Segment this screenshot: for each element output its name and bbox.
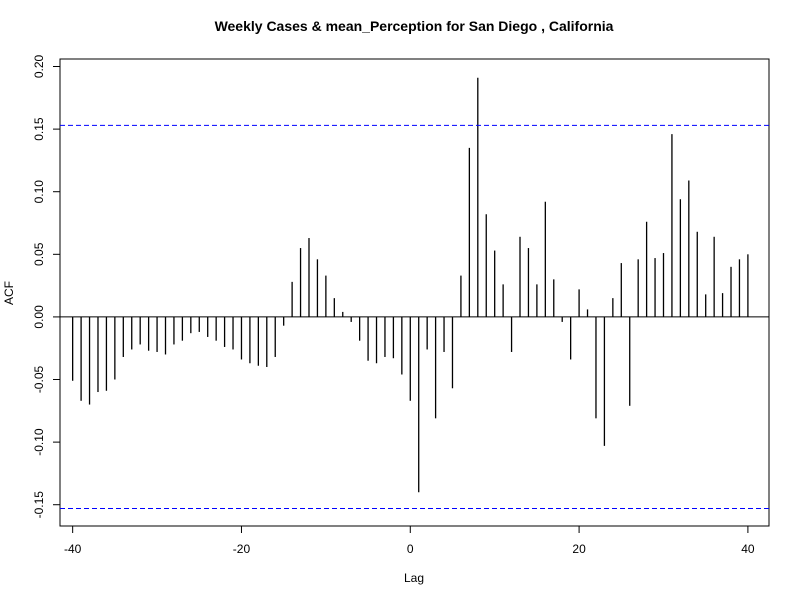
y-tick-label: -0.10: [32, 428, 46, 456]
x-tick-label: 40: [741, 542, 755, 556]
chart-title: Weekly Cases & mean_Perception for San D…: [215, 18, 614, 34]
y-tick-label: 0.10: [32, 180, 46, 204]
plot-frame: [59, 58, 770, 527]
x-tick-label: 0: [407, 542, 414, 556]
x-tick-label: 20: [572, 542, 586, 556]
y-axis-label: ACF: [2, 281, 16, 305]
reference-lines: [60, 124, 769, 509]
y-tick-label: -0.05: [32, 366, 46, 394]
x-axis-label: Lag: [404, 571, 424, 585]
y-tick-label: 0.00: [32, 305, 46, 329]
y-tick-label: -0.15: [32, 491, 46, 519]
y-tick-label: 0.20: [32, 55, 46, 79]
x-tick-label: -40: [64, 542, 82, 556]
acf-bars: [72, 77, 749, 493]
y-tick-label: 0.05: [32, 242, 46, 266]
y-axis: -0.15 -0.10 -0.05 0.00 0.05 0.10 0.15 0.20: [32, 55, 61, 519]
x-axis: -40 -20 0 20 40: [64, 525, 755, 556]
y-tick-label: 0.15: [32, 117, 46, 141]
x-tick-label: -20: [233, 542, 251, 556]
